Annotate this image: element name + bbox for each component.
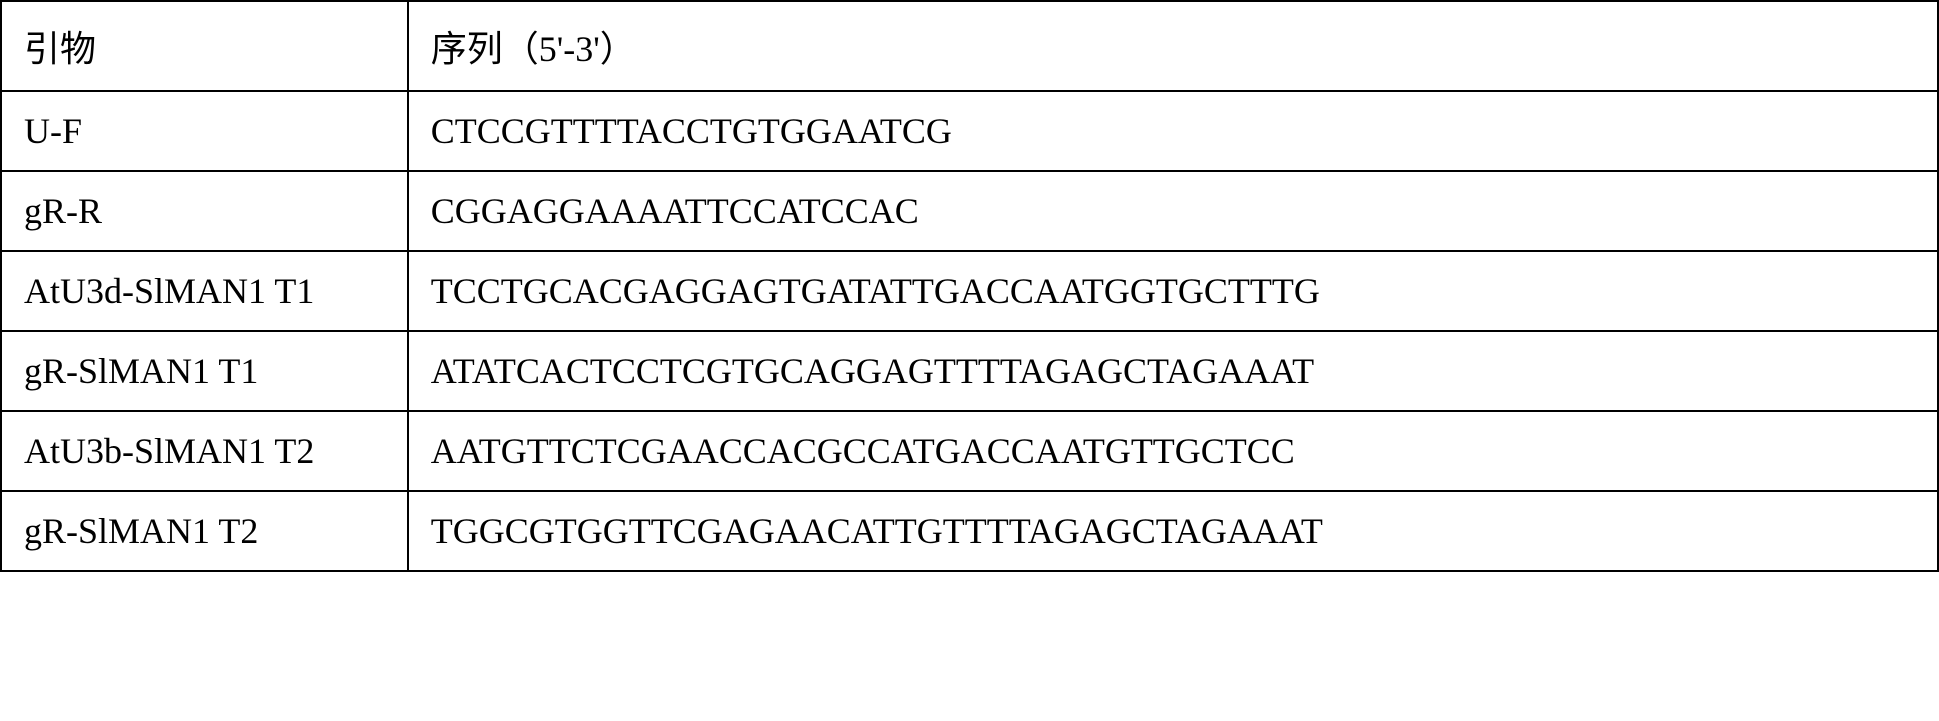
table-row: AtU3d-SlMAN1 T1 TCCTGCACGAGGAGTGATATTGAC…: [1, 251, 1938, 331]
table-row: gR-SlMAN1 T1 ATATCACTCCTCGTGCAGGAGTTTTAG…: [1, 331, 1938, 411]
primer-cell: U-F: [1, 91, 408, 171]
sequence-cell: TCCTGCACGAGGAGTGATATTGACCAATGGTGCTTTG: [408, 251, 1938, 331]
primer-table: 引物 序列（5'-3'） U-F CTCCGTTTTACCTGTGGAATCG …: [0, 0, 1939, 572]
table-row: U-F CTCCGTTTTACCTGTGGAATCG: [1, 91, 1938, 171]
table-row: gR-SlMAN1 T2 TGGCGTGGTTCGAGAACATTGTTTTAG…: [1, 491, 1938, 571]
table-row: AtU3b-SlMAN1 T2 AATGTTCTCGAACCACGCCATGAC…: [1, 411, 1938, 491]
primer-cell: AtU3d-SlMAN1 T1: [1, 251, 408, 331]
primer-cell: AtU3b-SlMAN1 T2: [1, 411, 408, 491]
sequence-cell: AATGTTCTCGAACCACGCCATGACCAATGTTGCTCC: [408, 411, 1938, 491]
sequence-cell: ATATCACTCCTCGTGCAGGAGTTTTAGAGCTAGAAAT: [408, 331, 1938, 411]
primer-cell: gR-R: [1, 171, 408, 251]
sequence-cell: CTCCGTTTTACCTGTGGAATCG: [408, 91, 1938, 171]
table-header-row: 引物 序列（5'-3'）: [1, 1, 1938, 91]
header-sequence: 序列（5'-3'）: [408, 1, 1938, 91]
sequence-cell: CGGAGGAAAATTCCATCCAC: [408, 171, 1938, 251]
table-row: gR-R CGGAGGAAAATTCCATCCAC: [1, 171, 1938, 251]
header-primer: 引物: [1, 1, 408, 91]
sequence-cell: TGGCGTGGTTCGAGAACATTGTTTTAGAGCTAGAAAT: [408, 491, 1938, 571]
primer-cell: gR-SlMAN1 T1: [1, 331, 408, 411]
primer-cell: gR-SlMAN1 T2: [1, 491, 408, 571]
